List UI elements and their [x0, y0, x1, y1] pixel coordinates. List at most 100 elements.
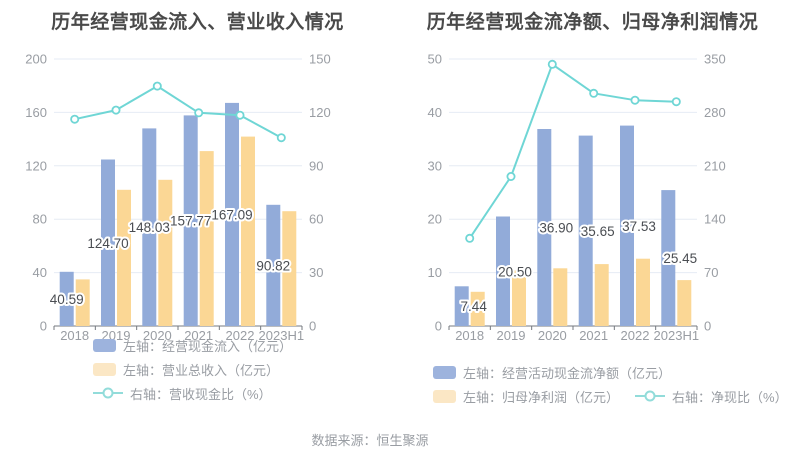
x-axis-category-label: 2021	[184, 328, 213, 343]
chart-net-cashflow-profit: 历年经营现金流净额、归母净利润情况 0 0 10 70 20 140 30 210 40 280 5…	[395, 0, 790, 415]
bar-primary	[537, 129, 552, 326]
left-axis-tick-label: 20	[428, 212, 442, 227]
bar-value-label: 7.44	[461, 299, 488, 314]
trend-line	[468, 63, 677, 239]
line-marker	[194, 108, 204, 118]
left-axis-tick-label: 10	[428, 265, 442, 280]
x-axis-category-label: 2023H1	[259, 328, 305, 343]
legend-label: 左轴：经营现金流入（亿元）	[123, 338, 293, 354]
line-marker	[506, 171, 516, 181]
bar-secondary	[512, 270, 526, 326]
bar-secondary	[677, 280, 692, 326]
line-marker	[276, 133, 286, 143]
bar-value-label: 36.90	[539, 221, 573, 236]
bar-primary	[266, 204, 281, 326]
line-marker	[547, 59, 557, 69]
bar-secondary	[636, 258, 650, 326]
x-axis-category-label: 2022	[621, 328, 650, 343]
legend-item-bar: 左轴：营业总收入（亿元）	[93, 360, 279, 379]
legend-line-swatch	[93, 387, 123, 399]
left-axis-tick-label: 160	[25, 105, 47, 120]
legend-label: 右轴：营收现金比（%）	[130, 386, 272, 402]
right-axis-tick-label: 120	[309, 105, 331, 120]
bar-primary	[454, 286, 469, 326]
x-axis-category-label: 2023H1	[654, 328, 700, 343]
left-axis-tick-label: 80	[33, 212, 47, 227]
left-axis-tick-label: 40	[33, 265, 47, 280]
bar-value-label: 90.82	[256, 258, 290, 273]
left-axis-tick-label: 120	[25, 158, 47, 173]
bar-value-label: 37.53	[622, 219, 656, 234]
bar-secondary	[470, 291, 485, 326]
chart-plot-area: 0 0 10 70 20 140 30 210 40 280 50 350 2018 2019 2020 20…	[428, 52, 726, 344]
chart-legend: 左轴：经营活动现金流净额（亿元） 左轴：归母净利润（亿元） 右轴：净现比（%）	[433, 360, 788, 408]
bar-value-label: 25.45	[663, 251, 697, 266]
bar-secondary	[282, 211, 297, 326]
trend-line	[74, 85, 282, 139]
x-axis-category-label: 2019	[497, 328, 526, 343]
legend-line-swatch	[635, 390, 666, 402]
legend-row: 右轴：营收现金比（%）	[93, 381, 292, 405]
bar-secondary	[553, 268, 568, 326]
bar-primary	[225, 102, 239, 327]
line-marker	[589, 88, 599, 98]
data-source-note: 数据来源：恒生聚源	[311, 433, 429, 448]
line-marker	[235, 110, 245, 120]
left-axis-tick-label: 40	[428, 105, 442, 120]
line-marker	[671, 97, 681, 107]
legend-item-line: 右轴：营收现金比（%）	[93, 384, 272, 403]
legend-item-bar: 左轴：归母净利润（亿元）	[433, 387, 619, 406]
right-axis-tick-label: 70	[704, 265, 718, 280]
bar-secondary	[117, 189, 131, 326]
x-axis-category-label: 2018	[455, 328, 484, 343]
legend-bar-swatch	[433, 389, 456, 403]
bar-primary	[101, 159, 115, 326]
legend-item-bar: 左轴：经营活动现金流净额（亿元）	[433, 363, 671, 382]
bar-value-label: 40.59	[50, 292, 84, 307]
legend-label: 左轴：营业总收入（亿元）	[123, 362, 280, 378]
bar-secondary	[199, 151, 214, 326]
bar-value-label: 35.65	[581, 224, 615, 239]
x-axis-category-label: 2020	[143, 328, 172, 343]
right-axis-tick-label: 60	[309, 212, 323, 227]
line-marker	[630, 95, 640, 105]
bar-secondary	[158, 179, 173, 326]
bar-primary	[661, 190, 676, 326]
right-axis-tick-label: 30	[309, 265, 323, 280]
legend-row: 左轴：经营活动现金流净额（亿元）	[433, 360, 788, 384]
bar-primary	[578, 135, 593, 326]
left-axis-tick-label: 30	[428, 158, 442, 173]
right-axis-tick-label: 0	[309, 319, 316, 334]
chart-title: 历年经营现金流净额、归母净利润情况	[426, 12, 759, 33]
line-marker	[70, 114, 80, 124]
left-axis-tick-label: 50	[428, 52, 442, 67]
x-axis-category-label: 2022	[226, 328, 255, 343]
chart-legend: 左轴：经营现金流入（亿元） 左轴：营业总收入（亿元） 右轴：营收现金比（%）	[93, 333, 292, 405]
bar-value-label: 157.77	[170, 214, 211, 229]
left-axis-tick-label: 200	[25, 52, 47, 67]
right-axis-tick-label: 210	[704, 158, 726, 173]
x-axis-category-label: 2020	[538, 328, 567, 343]
legend-item-bar: 左轴：经营现金流入（亿元）	[93, 336, 292, 355]
legend-row: 左轴：经营现金流入（亿元）	[93, 333, 292, 357]
legend-row: 左轴：归母净利润（亿元） 右轴：净现比（%）	[433, 384, 788, 408]
legend-line-marker-icon	[102, 387, 114, 399]
bar-value-label: 167.09	[211, 208, 252, 223]
bar-primary	[142, 128, 157, 326]
chart-cash-inflow-revenue: 历年经营现金流入、营业收入情况 0 0 40 30 80 60 120 90 160 120 200…	[0, 0, 395, 415]
legend-item-line: 右轴：净现比（%）	[635, 387, 788, 406]
right-axis-tick-label: 0	[704, 319, 711, 334]
right-axis-tick-label: 150	[309, 52, 331, 67]
legend-line-marker-icon	[644, 390, 656, 402]
x-axis-category-label: 2021	[579, 328, 608, 343]
x-axis-category-label: 2018	[60, 328, 89, 343]
legend-label: 左轴：经营活动现金流净额（亿元）	[463, 365, 672, 381]
left-axis-tick-label: 0	[40, 319, 47, 334]
right-axis-tick-label: 90	[309, 158, 323, 173]
bar-primary	[496, 216, 510, 326]
legend-bar-swatch	[433, 365, 456, 379]
legend-row: 左轴：营业总收入（亿元）	[93, 357, 292, 381]
legend-label: 左轴：归母净利润（亿元）	[463, 389, 620, 405]
